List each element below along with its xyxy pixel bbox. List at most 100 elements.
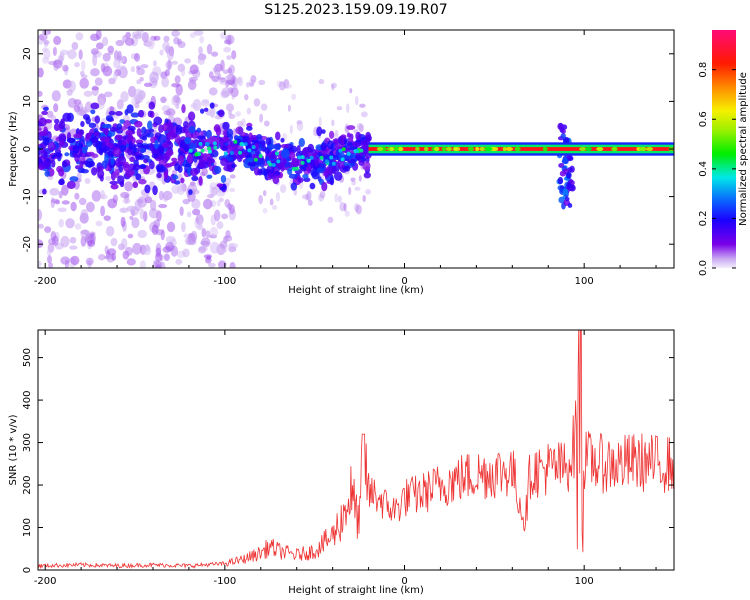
spectrogram-blob [154,139,159,150]
spectrogram-blob [81,59,86,72]
spectrogram-blob [108,142,114,149]
spectrogram-blob [110,156,115,166]
colorbar-tick-label: 0.6 [698,111,709,127]
spectrogram-blob [125,246,133,256]
spectrogram-blob [337,158,346,169]
spectrogram-blob [60,235,70,248]
spectrogram-blob [567,203,573,208]
spectrogram-blob [69,245,78,250]
spectrogram-blob [38,90,43,97]
spectrogram-blob [180,177,185,184]
spectrogram-blob [38,127,42,132]
spectrogram-blob [209,185,214,197]
spectrogram-blob [41,47,48,53]
spectrogram-blob [237,150,242,155]
spectrogram-blob [163,253,170,262]
snr-y-tick-label: 400 [22,391,33,410]
spectrogram-blob [327,216,334,224]
spectrogram-blob [58,168,65,177]
spectrogram-blob [205,141,210,146]
spectrogram-blob [98,254,106,261]
spectrogram-blob [82,160,90,165]
spectrogram-blob [216,221,224,229]
spectrogram-blob [74,165,80,170]
figure-title: S125.2023.159.09.19.R07 [264,2,447,18]
spectrogram-blob [62,64,69,72]
spectrogram-blob [94,77,103,86]
spectrogram-blob [131,96,137,107]
spectrogram-blob [206,43,213,55]
spectrogram-blob [47,141,56,152]
spectrogram-blob [98,146,104,156]
spectrogram-blob [246,81,250,88]
spectrogram-blob [197,56,205,65]
spectrogram-blob [334,193,339,203]
spectrogram-blob [200,148,205,153]
spectrogram-blob [86,151,95,156]
spectrogram-blob [562,157,569,164]
spectrogram-blob [91,86,99,91]
spectrogram-blob [58,190,63,199]
spectrogram-blob [55,142,60,149]
spectrogram-blob [38,67,44,78]
spectrogram-blob [280,137,285,143]
snr-x-tick-label: -200 [34,576,57,587]
spectrogram-blob [562,188,569,196]
spectrogram-blob [229,150,234,155]
spectrogram-blob [446,147,452,151]
spectrogram-blob [163,35,170,43]
snr-border [37,329,675,571]
spectrogram-x-axis-label: Height of straight line (km) [288,285,424,296]
spectrogram-blob [53,123,60,132]
spectrogram-blob [560,132,566,140]
spectrogram-blob [302,194,309,200]
spectrogram-blob [46,248,52,256]
spectrogram-blob [557,176,564,185]
spectrogram-blob [132,144,137,152]
spectrogram-blob [561,129,566,134]
spectrogram-blob [159,261,166,268]
spectrogram-blob [287,104,291,112]
spectrogram-blob [611,147,617,151]
spectrogram-blob [343,202,347,212]
spectrogram-blob [177,41,186,49]
spectrogram-blob [53,103,59,113]
spectrogram-blob [80,209,89,221]
spectrogram-blob [115,111,123,116]
spectrogram-blob [166,221,176,233]
spectrogram-blob [186,211,192,218]
spectrogram-blob [184,237,193,245]
spectrogram-blob [139,260,146,268]
spectrogram-blob [180,66,186,77]
spectrogram-blob [209,241,220,254]
spectrogram-blob [331,119,335,127]
spectrogram-blob [346,103,350,114]
spectrogram-blob [149,71,159,84]
spectrogram-blob [194,152,199,157]
spectrogram-blob [225,230,231,239]
spectrogram-blob [220,174,227,184]
spectrogram-blob [331,83,335,91]
spectrogram-blob [85,257,94,266]
spectrogram-blob [340,157,345,162]
spectrogram-blob [298,137,306,147]
spectrogram-blob [505,147,514,151]
spectrogram-blob [38,239,44,249]
spectrogram-blob [82,114,90,120]
spectrogram-blob [58,178,65,185]
spectrogram-blob [207,262,216,268]
spectrogram-blob [75,32,84,41]
spectrogram-blob [256,134,263,141]
spectrogram-blob [348,186,352,196]
spectrogram-blob [188,111,196,121]
spectrogram-blob [269,198,274,206]
spectrogram-blob [109,180,119,185]
snr-x-tick-label: 0 [401,576,407,587]
spectrogram-blob [139,147,147,153]
spectrogram-x-tick-label: -200 [34,276,57,287]
spectrogram-blob [61,160,67,168]
spectrogram-blob [67,49,77,60]
spectrogram-blob [138,178,147,185]
spectrogram-blob [265,137,272,146]
spectrogram-blob [122,198,131,204]
